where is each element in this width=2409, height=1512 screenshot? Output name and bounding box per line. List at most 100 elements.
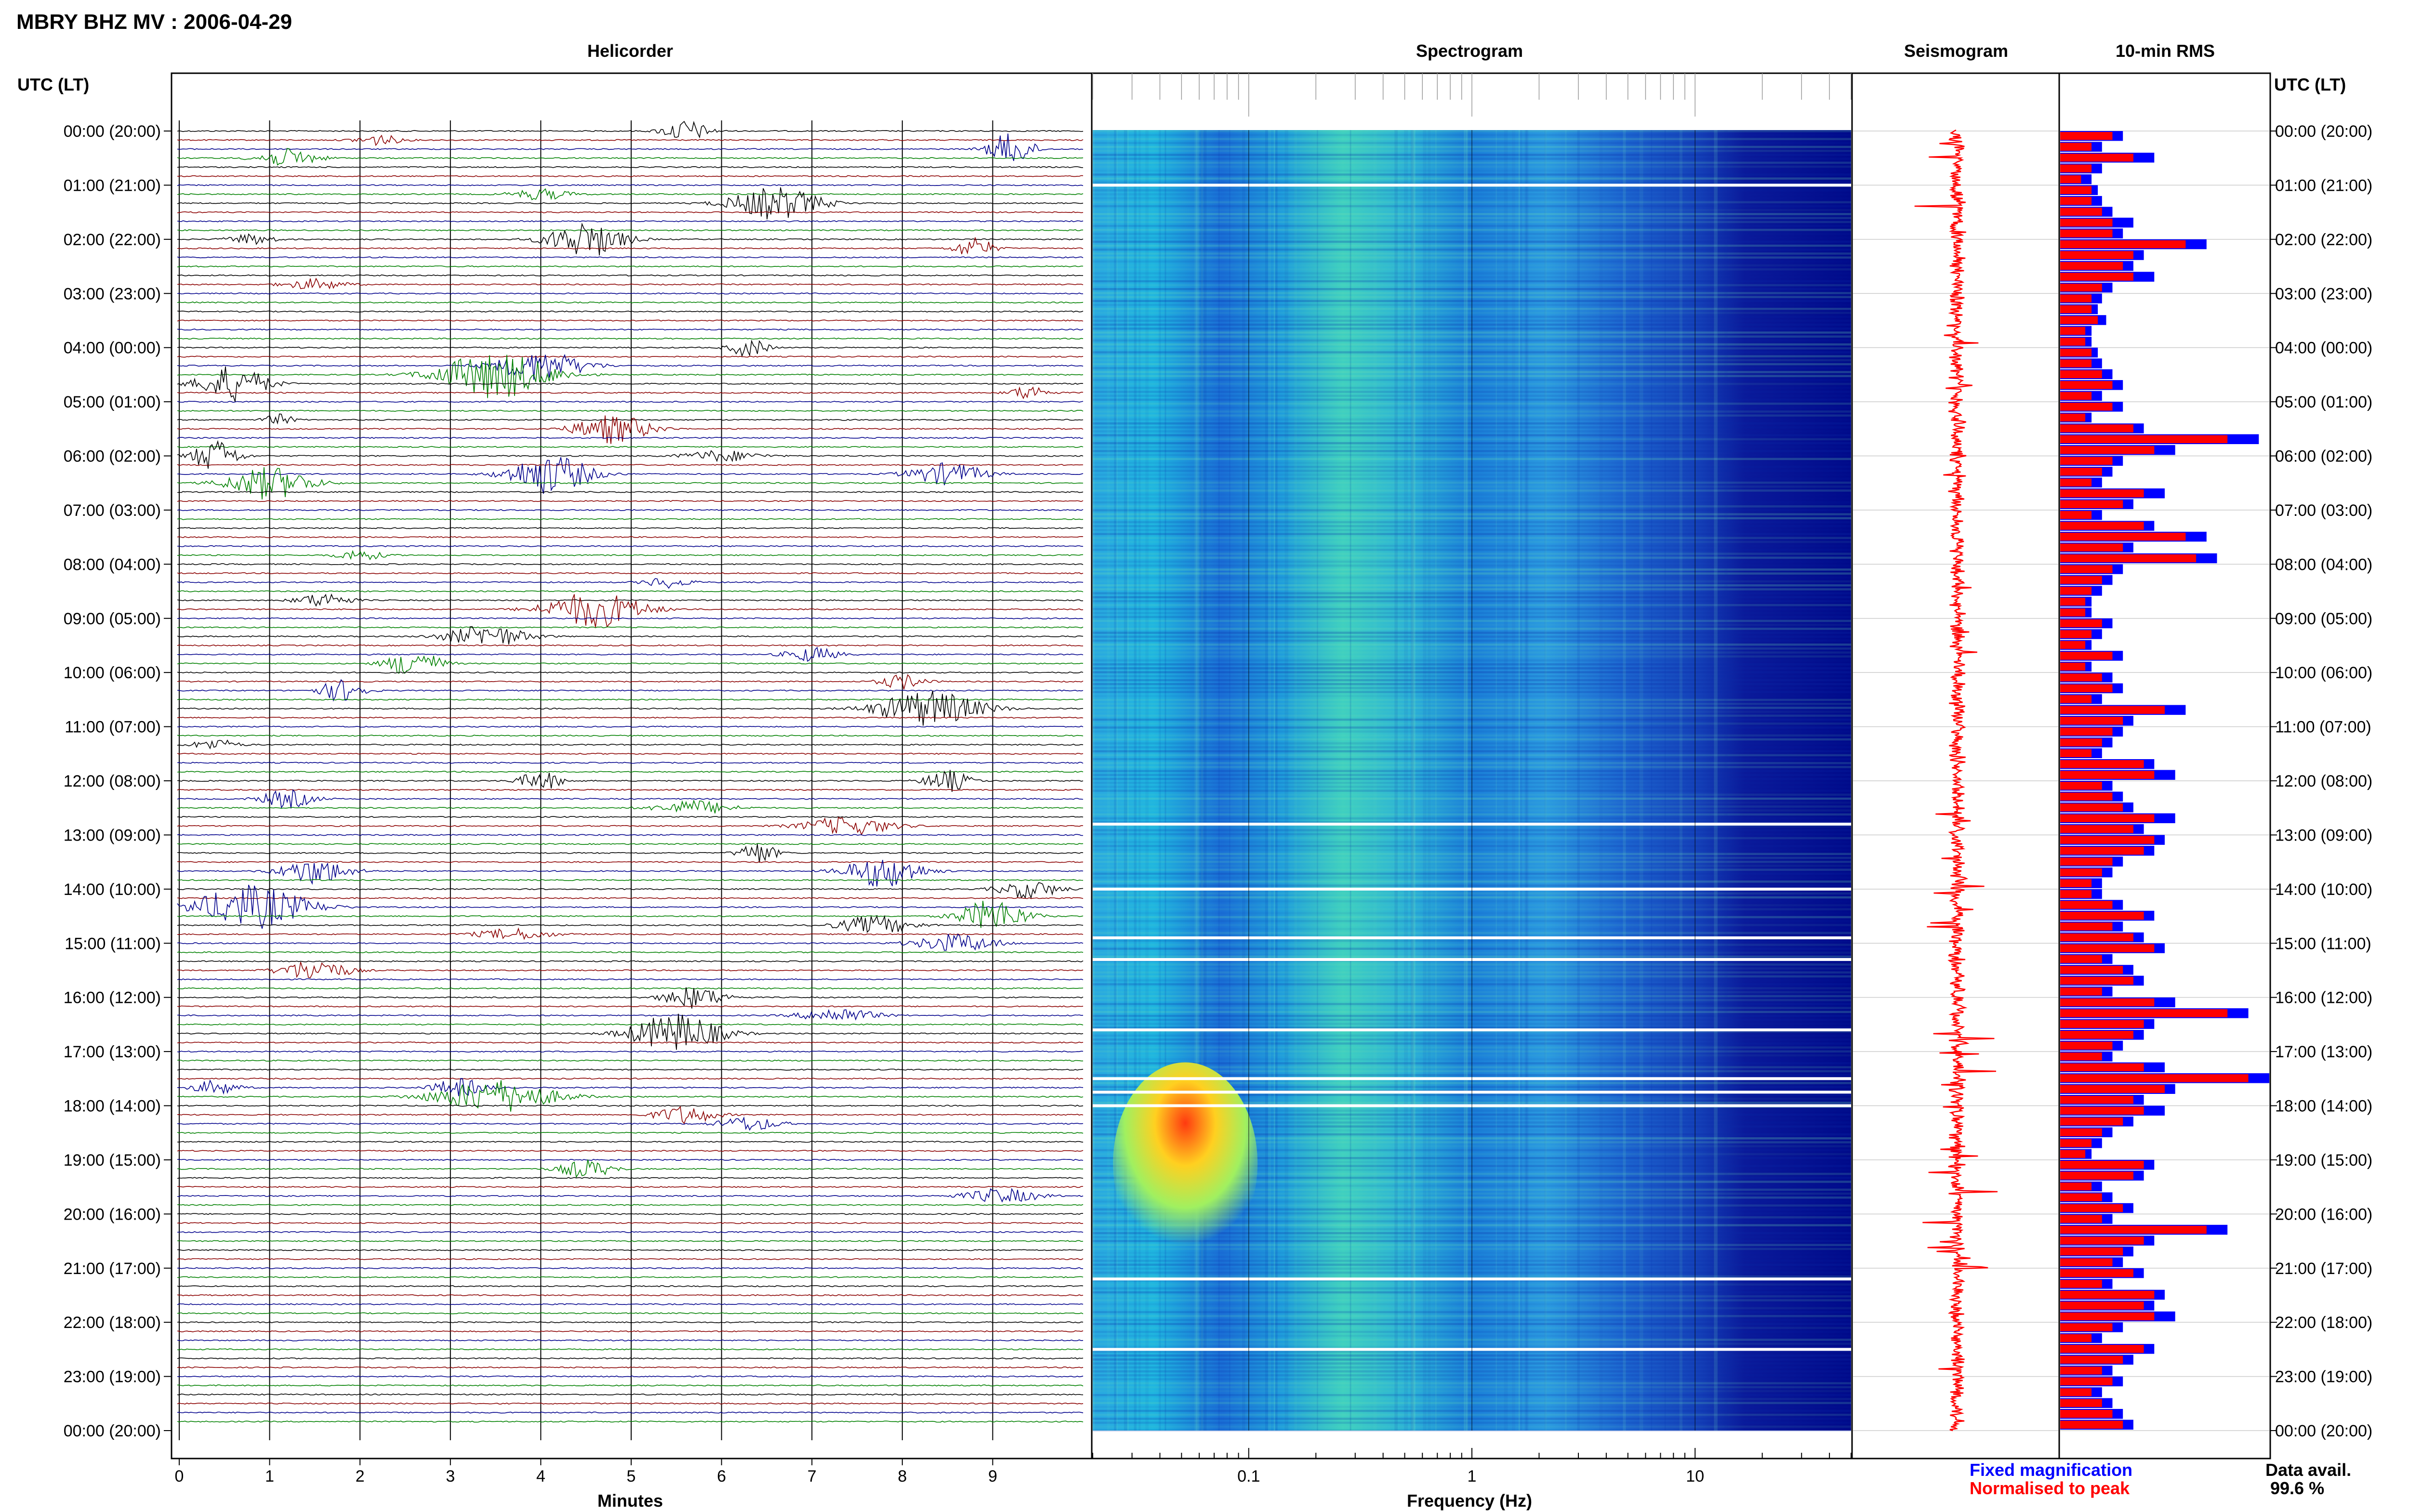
spectrogram-band bbox=[1127, 130, 1129, 1431]
helicorder-row-trace bbox=[177, 590, 1084, 592]
helicorder-row-trace bbox=[177, 978, 1084, 981]
spectrogram-band bbox=[1428, 130, 1431, 1431]
spectrogram-band bbox=[1194, 130, 1198, 1431]
helicorder-row-trace bbox=[177, 1186, 1084, 1188]
helicorder-row-trace bbox=[177, 563, 1084, 565]
helicorder-row-trace bbox=[177, 184, 1084, 186]
helicorder-row-trace bbox=[177, 1013, 1084, 1050]
rms-bar-normalised bbox=[2060, 911, 2144, 920]
helicorder-row-trace bbox=[177, 962, 1084, 978]
helicorder-row-trace bbox=[177, 725, 1084, 728]
helicorder-row-trace bbox=[177, 545, 1084, 547]
rms-bar-normalised bbox=[2060, 1052, 2102, 1061]
rms-bar-normalised bbox=[2060, 1171, 2133, 1180]
rms-bar-normalised bbox=[2060, 359, 2092, 368]
left-axis-label: UTC (LT) bbox=[17, 75, 89, 94]
helicorder-row-trace bbox=[177, 897, 1084, 899]
time-label-right: 00:00 (20:00) bbox=[2275, 1422, 2372, 1440]
rms-bar-normalised bbox=[2060, 749, 2092, 757]
spectrogram-band bbox=[1268, 130, 1271, 1431]
rms-bar-normalised bbox=[2060, 1139, 2092, 1147]
helicorder-row-trace bbox=[177, 1375, 1084, 1378]
helicorder-traces bbox=[177, 120, 1084, 1423]
minute-tick-label: 8 bbox=[898, 1467, 907, 1486]
rms-bar-normalised bbox=[2060, 846, 2144, 855]
time-label-left: 20:00 (16:00) bbox=[64, 1205, 161, 1223]
rms-bar-normalised bbox=[2060, 294, 2092, 302]
spectrogram-band bbox=[1138, 130, 1141, 1431]
rms-bar-normalised bbox=[2060, 1345, 2144, 1353]
spectrogram-band bbox=[1512, 130, 1515, 1431]
helicorder-row-trace bbox=[177, 464, 1084, 466]
spectrogram-band bbox=[1504, 130, 1508, 1431]
rms-bar-normalised bbox=[2060, 717, 2123, 725]
helicorder-row-trace bbox=[177, 799, 1084, 814]
rms-bar-normalised bbox=[2060, 186, 2092, 194]
spectrogram-band bbox=[1464, 130, 1468, 1431]
time-label-left: 08:00 (04:00) bbox=[64, 555, 161, 574]
rms-bar-normalised bbox=[2060, 543, 2123, 552]
rms-title: 10-min RMS bbox=[2116, 41, 2215, 61]
helicorder-row-trace bbox=[177, 1249, 1084, 1251]
time-label-left: 00:00 (20:00) bbox=[64, 1422, 161, 1440]
rms-bar-normalised bbox=[2060, 836, 2155, 844]
helicorder-row-trace bbox=[177, 698, 1084, 701]
spectrogram-band bbox=[1201, 130, 1203, 1431]
time-label-left: 03:00 (23:00) bbox=[64, 285, 161, 303]
rms-bar-normalised bbox=[2060, 1106, 2144, 1115]
seismogram-panel bbox=[1851, 72, 2060, 1459]
spectrogram-panel: 0.1 1 10 Frequency (Hz) bbox=[1091, 72, 1853, 1511]
spectrogram-band bbox=[1317, 130, 1318, 1431]
legend-normalised-to-peak: Normalised to peak bbox=[1970, 1478, 2130, 1498]
spectrogram-band bbox=[1413, 130, 1416, 1431]
rms-bar-normalised bbox=[2060, 706, 2165, 714]
helicorder-row-trace bbox=[177, 1411, 1084, 1414]
spectrogram-band bbox=[1229, 130, 1231, 1431]
spectrogram-band bbox=[1195, 130, 1199, 1431]
rms-bar-normalised bbox=[2060, 933, 2133, 942]
helicorder-row-trace bbox=[177, 1080, 1084, 1112]
time-label-right: 11:00 (07:00) bbox=[2275, 718, 2371, 736]
time-label-right: 19:00 (15:00) bbox=[2275, 1151, 2372, 1170]
spectrogram-band bbox=[1294, 130, 1297, 1431]
rms-bar-normalised bbox=[2060, 1118, 2123, 1126]
rms-bar-normalised bbox=[2060, 511, 2092, 519]
left-time-labels: 00:00 (20:00) 01:00 (21:00) 02:00 (22:00) 0… bbox=[64, 122, 172, 1440]
helicorder-row-trace bbox=[177, 1023, 1084, 1026]
time-label-right: 02:00 (22:00) bbox=[2275, 231, 2372, 249]
right-time-labels: 00:00 (20:00) 01:00 (21:00) 02:00 (22:00) 0… bbox=[2270, 122, 2372, 1440]
minute-tick-label: 9 bbox=[988, 1467, 997, 1486]
rms-bar-normalised bbox=[2060, 283, 2102, 292]
rms-bar-normalised bbox=[2060, 1182, 2092, 1191]
helicorder-row-trace bbox=[177, 1204, 1084, 1206]
helicorder-row-trace bbox=[177, 310, 1084, 313]
rms-bar-normalised bbox=[2060, 457, 2113, 465]
helicorder-row-trace bbox=[177, 1005, 1084, 1008]
spectrogram-band bbox=[1411, 130, 1415, 1431]
helicorder-row-trace bbox=[177, 1294, 1084, 1297]
rms-bar-normalised bbox=[2060, 1150, 2086, 1158]
helicorder-row-trace bbox=[177, 1285, 1084, 1288]
helicorder-row-trace bbox=[177, 220, 1084, 223]
spectrogram-band bbox=[1204, 130, 1207, 1431]
spectrogram-band bbox=[1565, 130, 1567, 1431]
rms-bar-normalised bbox=[2060, 175, 2081, 184]
rms-bar-normalised bbox=[2060, 879, 2092, 887]
helicorder-row-trace bbox=[177, 861, 1084, 863]
spectrogram-title: Spectrogram bbox=[1416, 41, 1523, 61]
time-label-left: 11:00 (07:00) bbox=[65, 718, 161, 736]
spectrogram-band bbox=[1394, 130, 1398, 1431]
data-avail-value: 99.6 % bbox=[2270, 1478, 2324, 1498]
spectrogram-band bbox=[1435, 130, 1437, 1431]
rms-bar-normalised bbox=[2060, 1388, 2092, 1396]
rms-bar-normalised bbox=[2060, 381, 2113, 389]
helicorder-row-trace bbox=[177, 1041, 1084, 1044]
spectrogram-band bbox=[1124, 130, 1127, 1431]
helicorder-row-trace bbox=[177, 1312, 1084, 1315]
minute-tick-label: 0 bbox=[175, 1467, 184, 1486]
rms-bar-normalised bbox=[2060, 197, 2092, 205]
minute-tick-label: 1 bbox=[265, 1467, 274, 1486]
rms-bar-normalised bbox=[2060, 998, 2155, 1007]
helicorder-row-trace bbox=[177, 329, 1084, 331]
rms-bar-normalised bbox=[2060, 164, 2092, 172]
